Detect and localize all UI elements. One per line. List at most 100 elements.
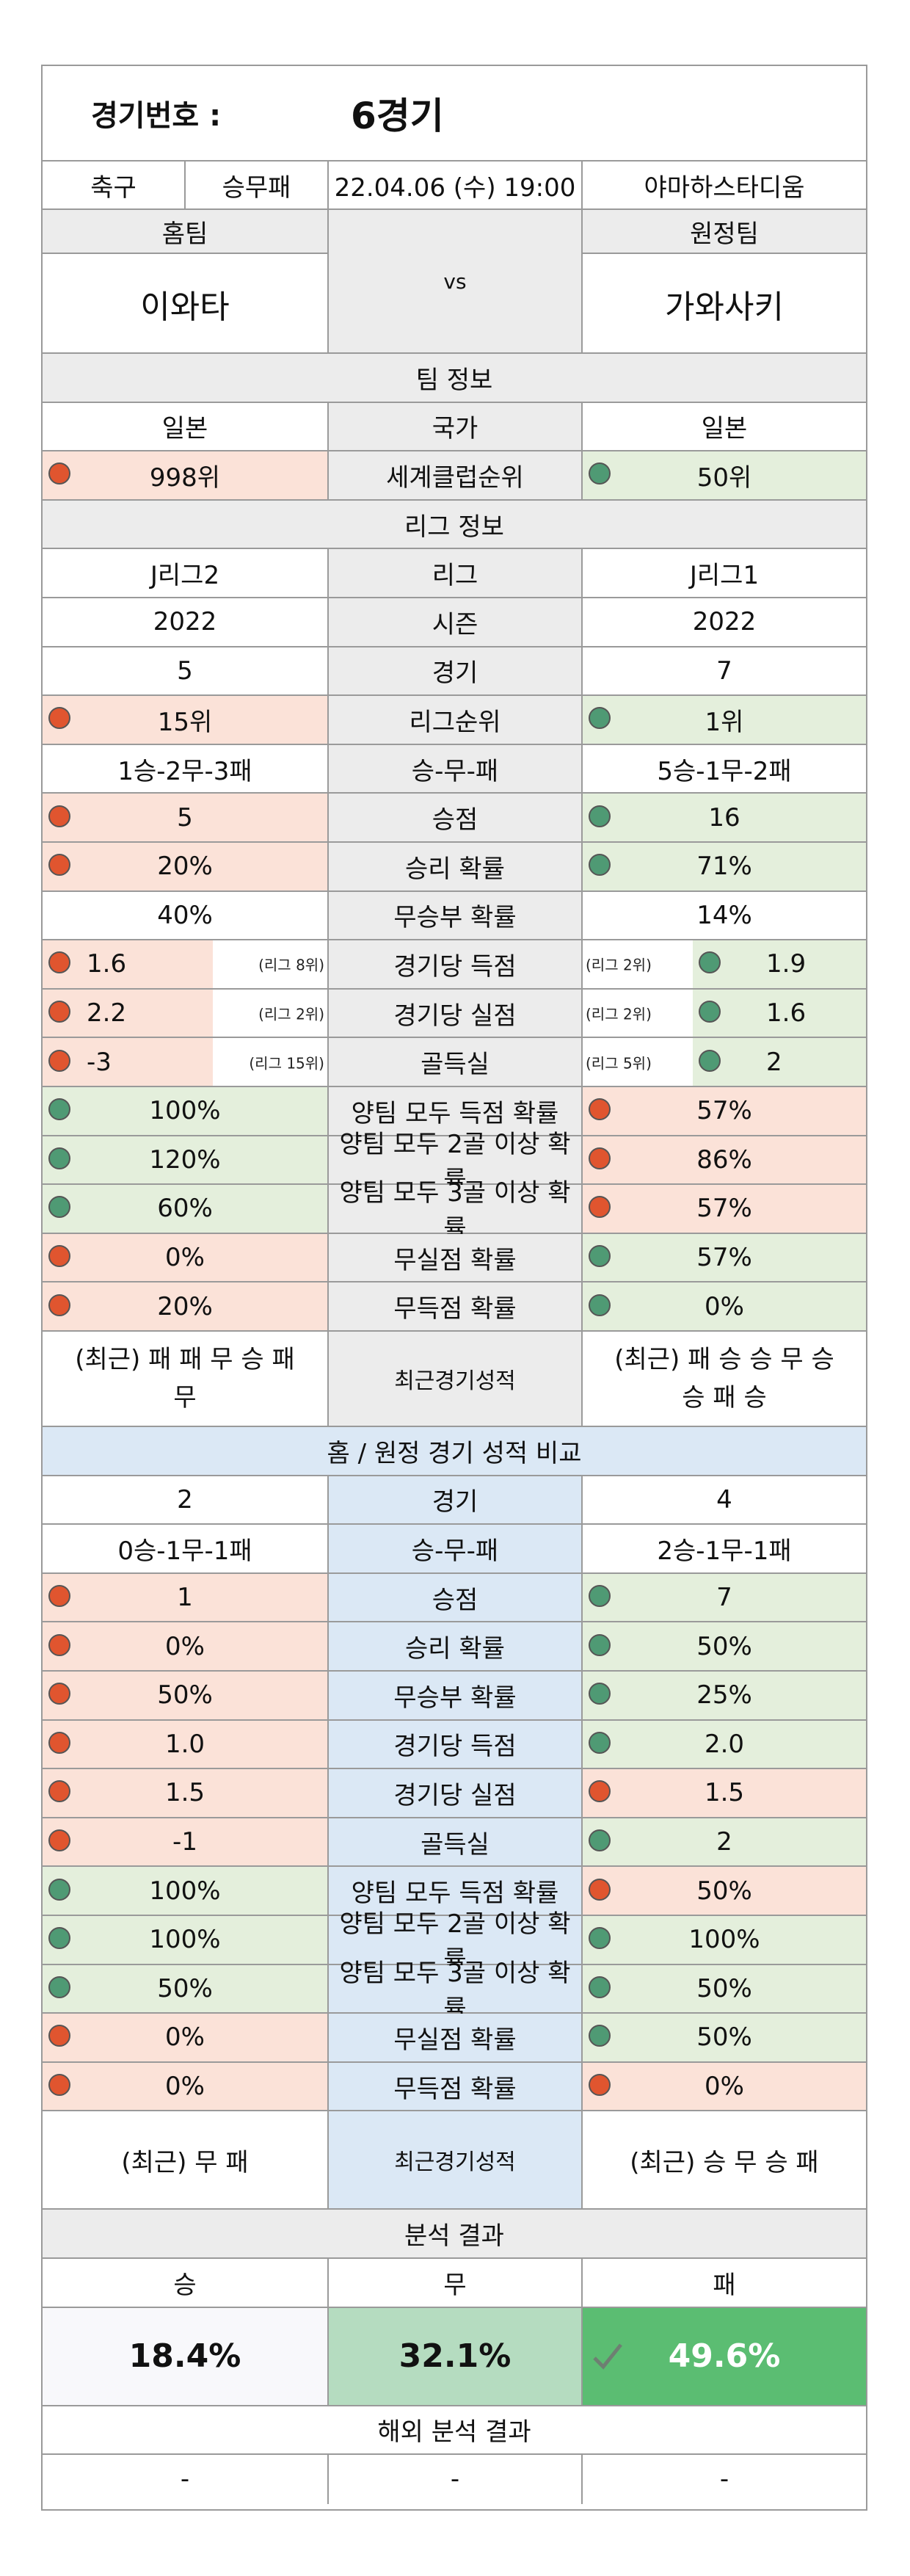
status-dot-icon [589, 1829, 611, 1852]
home-away-stat-row: 0% 무실점 확률 50% [43, 2014, 866, 2063]
league-info-title-text: 리그 정보 [43, 500, 866, 548]
league-stat-away-cell: 1.6 (리그 2위) [583, 989, 866, 1037]
home-away-stat-home-cell: 2 [43, 1476, 329, 1524]
vs-label: vs [329, 210, 583, 352]
home-away-stat-away-cell: 25% [583, 1672, 866, 1719]
status-dot-icon [589, 707, 611, 730]
home-away-stat-label: 골득실 [329, 1818, 583, 1866]
league-recent-away-line1: (최근) 패 승 승 무 승 [614, 1345, 834, 1374]
lose-probability-cell: 49.6% [583, 2307, 866, 2405]
home-away-title: 홈 / 원정 경기 성적 비교 [43, 1427, 866, 1476]
league-stat-home-cell: 20% [43, 1282, 329, 1330]
league-stat-away-value: 57% [696, 1243, 752, 1273]
home-team-label: 홈팀 [43, 210, 329, 254]
league-stat-away-value: 14% [696, 900, 752, 930]
home-away-stat-home-value: 0% [165, 1631, 205, 1661]
status-dot-icon [48, 2074, 70, 2097]
home-away-stat-row: 50% 무승부 확률 25% [43, 1672, 866, 1721]
league-stat-home-cell: 2.2 (리그 2위) [43, 989, 329, 1037]
team-info-title: 팀 정보 [43, 354, 866, 403]
status-dot-icon [589, 1245, 611, 1268]
home-away-stat-label: 양팀 모두 3골 이상 확률 [329, 1959, 583, 2024]
check-icon [590, 2339, 625, 2374]
status-dot-icon [48, 854, 70, 877]
home-away-stat-away-value: 0% [705, 2072, 744, 2102]
home-away-stat-row: 0% 승리 확률 50% [43, 1622, 866, 1672]
sport: 축구 [43, 162, 186, 208]
league-stat-away-value: 16 [708, 802, 740, 832]
home-away-stat-away-cell: 50% [583, 2014, 866, 2061]
league-stat-row: 20% 무득점 확률 0% [43, 1282, 866, 1332]
league-stat-label: 승-무-패 [329, 744, 583, 793]
league-stat-label: 양팀 모두 2골 이상 확률 [329, 1130, 583, 1195]
match-analysis-sheet: 경기번호 : 6경기 축구 승무패 22.04.06 (수) 19:00 야마하… [41, 65, 867, 2511]
league-stat-home-value: 5 [177, 802, 193, 832]
status-dot-icon [589, 1585, 611, 1608]
home-away-stat-row: 1.5 경기당 실점 1.5 [43, 1769, 866, 1818]
league-stat-label: 시즌 [329, 598, 583, 646]
league-stat-away-value: J리그1 [689, 561, 760, 591]
home-away-stat-away-value: 4 [716, 1484, 732, 1514]
league-stat-away-cell: 7 [583, 647, 866, 695]
league-stat-label: 무승부 확률 [329, 891, 583, 940]
league-stat-home-cell: 5 [43, 647, 329, 695]
home-away-stat-home-value: 100% [149, 1876, 221, 1906]
home-away-stat-home-value: 1.0 [164, 1729, 205, 1759]
league-info-title: 리그 정보 [43, 500, 866, 550]
home-away-stat-home-cell: 1.5 [43, 1769, 329, 1817]
home-away-stat-label: 경기당 실점 [329, 1769, 583, 1817]
away-team-name: 가와사키 [665, 289, 784, 326]
league-stat-row: J리그2 리그 J리그1 [43, 549, 866, 598]
league-stat-row: 60% 양팀 모두 3골 이상 확률 57% [43, 1178, 866, 1244]
home-away-stat-home-cell: 0% [43, 2062, 329, 2111]
league-recent-home-line2: 무 [173, 1383, 197, 1412]
lose-label: 패 [583, 2259, 866, 2307]
league-stat-away-value: 7 [716, 656, 732, 686]
status-dot-icon [48, 1294, 70, 1316]
league-stat-away-cell: 1위 [583, 696, 866, 744]
league-stat-away-value: 1.6 [766, 998, 807, 1028]
status-dot-icon [589, 1731, 611, 1754]
status-dot-icon [699, 1049, 721, 1072]
league-stat-row: 0% 무실점 확률 57% [43, 1233, 866, 1283]
home-rank-note: (리그 15위) [249, 1054, 324, 1073]
status-dot-icon [48, 1633, 70, 1656]
draw-probability: 32.1% [329, 2307, 583, 2405]
status-dot-icon [48, 951, 70, 974]
home-away-stat-home-value: 100% [149, 1925, 221, 1955]
status-dot-icon [589, 1878, 611, 1901]
overseas-lose: - [583, 2455, 866, 2504]
league-stat-home-value: 2022 [153, 607, 217, 637]
league-stat-row: 2.2 (리그 2위) 경기당 실점 1.6 (리그 2위) [43, 989, 866, 1039]
league-stat-home-cell: 60% [43, 1185, 329, 1233]
league-stat-away-cell: 86% [583, 1136, 866, 1184]
league-stat-label: 리그순위 [329, 696, 583, 744]
status-dot-icon [589, 1098, 611, 1121]
league-stat-away-value: 57% [696, 1194, 752, 1224]
status-dot-icon [48, 1098, 70, 1121]
analysis-values-row: 18.4% 32.1% 49.6% [43, 2307, 866, 2406]
league-stat-home-value: 0% [165, 1243, 205, 1273]
status-dot-icon [48, 1829, 70, 1852]
league-stat-home-value: 20% [157, 852, 213, 882]
league-stat-away-value: 0% [705, 1291, 744, 1321]
team-info-home-value: 일본 [161, 414, 208, 444]
league-stat-home-value: 1승-2무-3패 [117, 756, 252, 786]
team-info-title-text: 팀 정보 [43, 354, 866, 402]
team-info-home-cell: 일본 [43, 402, 329, 451]
league-stat-home-value: 5 [177, 656, 193, 686]
league-stat-home-cell: 100% [43, 1087, 329, 1135]
stadium: 야마하스타디움 [644, 173, 805, 203]
status-dot-icon [589, 1147, 611, 1169]
team-info-away-cell: 50위 [583, 451, 866, 499]
away-rank-note: (리그 2위) [586, 956, 652, 974]
team-info-label: 세계클럽순위 [329, 451, 583, 499]
win-label: 승 [43, 2259, 329, 2307]
league-stat-label: 경기당 실점 [329, 989, 583, 1037]
league-stat-home-value: 60% [157, 1194, 213, 1224]
league-stat-label: 리그 [329, 549, 583, 597]
league-stat-home-value: J리그2 [150, 561, 220, 591]
status-dot-icon [48, 1001, 70, 1023]
